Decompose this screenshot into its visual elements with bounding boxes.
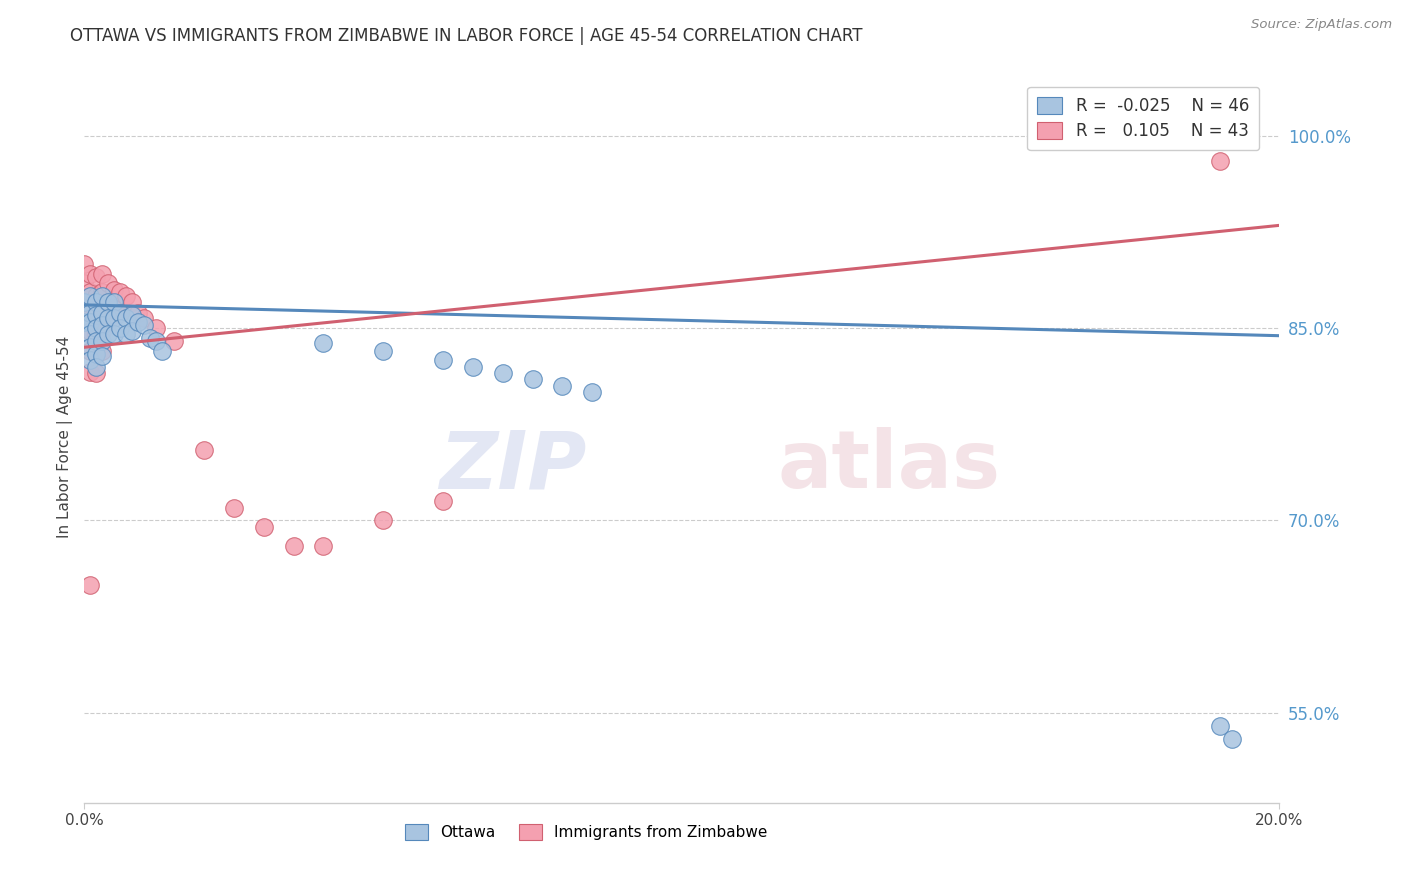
Y-axis label: In Labor Force | Age 45-54: In Labor Force | Age 45-54 <box>58 336 73 538</box>
Point <box>86 295 108 310</box>
Point <box>581 385 603 400</box>
Point <box>103 327 125 342</box>
Point <box>522 372 544 386</box>
Point <box>97 327 120 342</box>
Point <box>110 305 132 319</box>
Point <box>373 344 395 359</box>
Point <box>115 310 138 325</box>
Point <box>91 334 114 348</box>
Point <box>73 315 96 329</box>
Point <box>121 308 143 322</box>
Point <box>91 267 114 281</box>
Point <box>86 346 108 360</box>
Point <box>115 327 138 342</box>
Point <box>432 353 454 368</box>
Point <box>91 289 114 303</box>
Point <box>86 359 108 374</box>
Point <box>86 321 108 335</box>
Point <box>79 315 101 329</box>
Point <box>312 539 335 553</box>
Point <box>283 539 305 553</box>
Point <box>253 520 276 534</box>
Point <box>91 324 114 338</box>
Point <box>139 331 162 345</box>
Point <box>86 308 108 322</box>
Point <box>91 349 114 363</box>
Point <box>79 285 101 299</box>
Point <box>91 344 114 359</box>
Point <box>79 340 101 354</box>
Point <box>121 324 143 338</box>
Point <box>79 577 101 591</box>
Point <box>97 295 120 310</box>
Point <box>79 305 101 319</box>
Point <box>91 305 114 319</box>
Point <box>79 327 101 342</box>
Point <box>86 308 108 322</box>
Point <box>91 285 114 299</box>
Point <box>127 305 149 319</box>
Point <box>103 301 125 316</box>
Point <box>110 321 132 335</box>
Point <box>79 305 101 319</box>
Point <box>86 269 108 284</box>
Point <box>103 283 125 297</box>
Legend: Ottawa, Immigrants from Zimbabwe: Ottawa, Immigrants from Zimbabwe <box>399 818 773 847</box>
Point <box>73 295 96 310</box>
Point <box>79 365 101 379</box>
Point <box>1209 154 1232 169</box>
Point <box>121 295 143 310</box>
Point <box>91 318 114 333</box>
Point <box>432 494 454 508</box>
Point <box>79 289 101 303</box>
Text: Source: ZipAtlas.com: Source: ZipAtlas.com <box>1251 18 1392 31</box>
Point <box>73 257 96 271</box>
Point <box>97 310 120 325</box>
Point <box>91 305 114 319</box>
Text: ZIP: ZIP <box>439 427 586 506</box>
Point <box>103 310 125 325</box>
Point <box>461 359 484 374</box>
Point <box>110 305 132 319</box>
Point <box>79 267 101 281</box>
Point <box>145 334 167 348</box>
Point <box>373 514 395 528</box>
Point <box>163 334 186 348</box>
Point <box>1209 719 1232 733</box>
Point <box>79 324 101 338</box>
Point <box>97 295 120 310</box>
Point <box>145 321 167 335</box>
Point <box>79 344 101 359</box>
Point <box>1220 731 1243 746</box>
Point <box>193 442 215 457</box>
Point <box>86 289 108 303</box>
Point <box>132 310 156 325</box>
Point <box>110 285 132 299</box>
Text: OTTAWA VS IMMIGRANTS FROM ZIMBABWE IN LABOR FORCE | AGE 45-54 CORRELATION CHART: OTTAWA VS IMMIGRANTS FROM ZIMBABWE IN LA… <box>70 27 863 45</box>
Point <box>222 500 245 515</box>
Point <box>86 346 108 360</box>
Point <box>551 378 574 392</box>
Point <box>150 344 173 359</box>
Point <box>115 289 138 303</box>
Point <box>132 318 156 333</box>
Text: atlas: atlas <box>778 427 1001 506</box>
Point <box>86 334 108 348</box>
Point <box>73 276 96 290</box>
Point <box>97 276 120 290</box>
Point <box>127 315 149 329</box>
Point <box>103 295 125 310</box>
Point <box>312 336 335 351</box>
Point <box>73 298 96 312</box>
Point <box>97 315 120 329</box>
Point <box>492 366 515 380</box>
Point <box>86 327 108 342</box>
Point <box>86 366 108 380</box>
Point <box>79 353 101 368</box>
